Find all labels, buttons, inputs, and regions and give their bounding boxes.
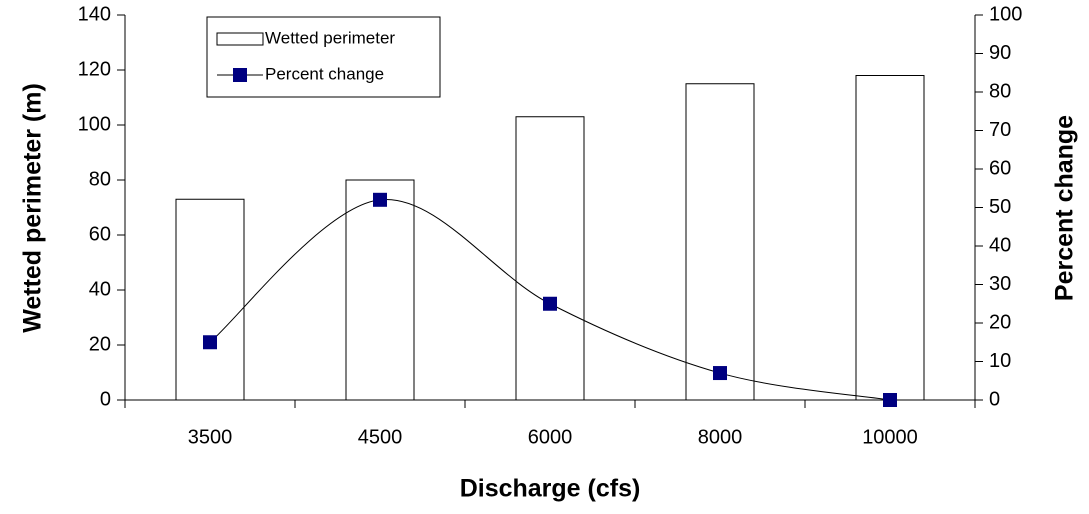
marker: [883, 393, 897, 407]
y2-tick-label: 50: [989, 196, 1011, 218]
y-tick-label: 20: [89, 333, 111, 355]
marker: [203, 335, 217, 350]
bar: [685, 83, 755, 401]
y-tick-label: 60: [89, 223, 111, 245]
x-tick-label: 4500: [358, 426, 403, 448]
y2-tick-label: 10: [989, 350, 1011, 372]
marker: [373, 192, 387, 207]
legend-swatch: [216, 32, 264, 46]
x-tick-label: 6000: [528, 426, 573, 448]
bar: [855, 75, 925, 401]
x-tick-label: 10000: [862, 426, 918, 448]
x-tick-label: 3500: [188, 426, 233, 448]
legend-box: [206, 16, 441, 98]
bar: [515, 116, 585, 401]
y-tick-label: 100: [78, 113, 111, 135]
legend-label: Wetted perimeter: [265, 28, 395, 47]
y2-tick-label: 30: [989, 273, 1011, 295]
y2-tick-label: 20: [989, 311, 1011, 333]
marker: [543, 296, 557, 311]
marker: [713, 366, 727, 381]
legend-marker: [233, 68, 247, 82]
y2-tick-label: 40: [989, 234, 1011, 256]
bar: [175, 198, 245, 401]
y2-tick-label: 60: [989, 157, 1011, 179]
legend-label: Percent change: [265, 64, 384, 83]
y-axis-title: Wetted perimeter (m): [19, 83, 47, 333]
y-tick-label: 140: [78, 3, 111, 25]
y2-tick-label: 0: [989, 388, 1000, 410]
y-tick-label: 80: [89, 168, 111, 190]
y-tick-label: 120: [78, 58, 111, 80]
y2-axis-title: Percent change: [1051, 115, 1079, 301]
y2-tick-label: 100: [989, 3, 1022, 25]
y2-tick-label: 80: [989, 80, 1011, 102]
y-tick-label: 0: [100, 388, 111, 410]
y2-tick-label: 70: [989, 119, 1011, 141]
y2-tick-label: 90: [989, 42, 1011, 64]
x-tick-label: 8000: [698, 426, 743, 448]
y-tick-label: 40: [89, 278, 111, 300]
bar: [345, 179, 415, 401]
x-axis-title: Discharge (cfs): [460, 475, 641, 503]
